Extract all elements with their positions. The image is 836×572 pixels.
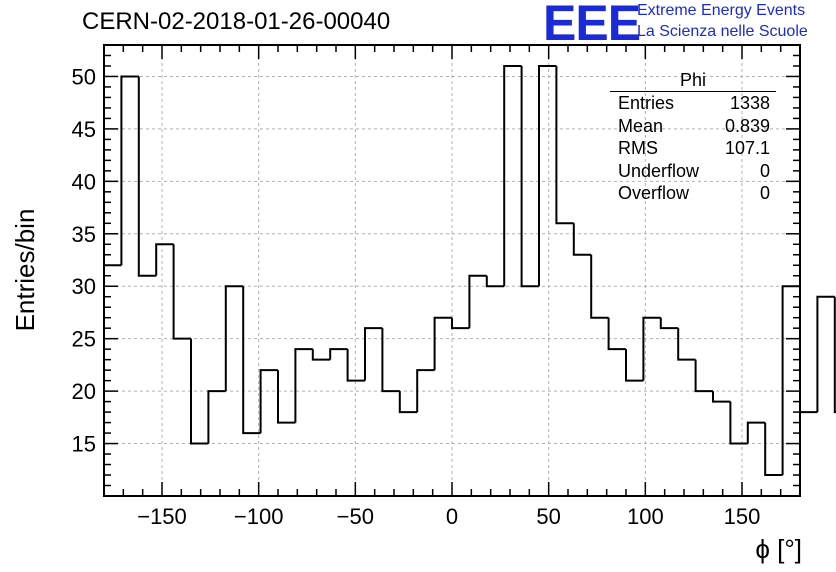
histogram-bin — [381, 328, 400, 393]
histogram-bin — [277, 370, 296, 424]
x-tick-label: 100 — [627, 504, 664, 529]
stats-label: Mean — [618, 115, 664, 136]
stats-value: 0.839 — [724, 115, 770, 136]
stats-row-entries: Entries 1338 — [610, 92, 776, 115]
y-tick-label: 25 — [72, 327, 96, 352]
y-axis-label: Entries/bin — [10, 208, 40, 332]
histogram-bin — [242, 286, 261, 435]
eee-logo-mark: EEE — [543, 0, 641, 51]
stats-row-underflow: Underflow 0 — [610, 160, 776, 183]
x-tick-label: −150 — [137, 504, 187, 529]
y-tick-label: 15 — [72, 432, 96, 457]
histogram-bin — [485, 275, 505, 288]
histogram-bin — [329, 348, 348, 360]
histogram-bin — [764, 422, 783, 477]
logo-line-2: La Scienza nelle Scuole — [637, 23, 808, 40]
y-tick-label: 20 — [72, 379, 96, 404]
x-tick-label: 150 — [724, 504, 761, 529]
plot-frame — [103, 44, 801, 497]
stats-label: Entries — [618, 93, 675, 113]
histogram-bin — [538, 64, 557, 287]
histogram-bin — [520, 65, 539, 288]
histogram-bin — [451, 317, 470, 330]
histogram-bin — [503, 64, 522, 287]
histogram-bin — [694, 359, 713, 393]
stats-row-rms: RMS 107.1 — [610, 137, 776, 160]
stats-value: 0 — [759, 183, 770, 203]
histogram-bin — [416, 369, 435, 413]
stats-title: Phi — [610, 70, 776, 92]
histogram-bin — [398, 391, 418, 414]
histogram-bin — [259, 369, 278, 434]
x-tick-label: 0 — [446, 504, 458, 529]
stats-value: 107.1 — [724, 138, 770, 158]
y-tick-label: 45 — [72, 117, 96, 142]
y-tick-label: 40 — [72, 169, 96, 194]
x-tick-label: −50 — [337, 504, 374, 529]
histogram-bin — [781, 285, 800, 476]
histogram-bin — [137, 76, 157, 277]
stats-label: RMS — [618, 138, 658, 158]
histogram-bin — [294, 348, 313, 423]
stats-value: 1338 — [729, 93, 770, 113]
logo-line-1: Extreme Energy Events — [637, 2, 806, 19]
histogram-bin — [746, 421, 766, 444]
histogram-bin — [346, 349, 365, 382]
histogram-bin — [468, 274, 487, 329]
stats-row-overflow: Overflow 0 — [610, 182, 776, 205]
histogram-bin — [712, 391, 731, 403]
histogram-bin — [625, 349, 644, 382]
histogram-bin — [729, 401, 748, 445]
stats-label: Underflow — [618, 160, 700, 181]
histogram-bin — [190, 338, 209, 445]
histogram-bin — [364, 327, 383, 381]
histogram-bin — [120, 75, 139, 266]
histogram-bin — [555, 65, 574, 225]
histogram-bin — [172, 244, 191, 340]
histogram-bin — [677, 328, 696, 361]
histogram-bins — [103, 64, 836, 496]
stats-value: 0 — [759, 160, 770, 181]
histogram-bin — [433, 316, 452, 371]
histogram-bin — [155, 243, 174, 276]
histogram-bin — [590, 254, 609, 319]
histogram-bin — [224, 285, 244, 392]
histogram-bin — [659, 317, 679, 330]
histogram-bin — [833, 296, 836, 414]
stats-label: Overflow — [618, 183, 690, 203]
histogram-bin — [816, 295, 835, 413]
y-tick-label: 30 — [72, 274, 96, 299]
stats-row-mean: Mean 0.839 — [610, 115, 776, 138]
histogram-bin — [207, 390, 226, 444]
x-tick-label: 50 — [536, 504, 560, 529]
chart-title: CERN-02-2018-01-26-00040 — [82, 8, 391, 35]
histogram-bin — [799, 286, 818, 414]
y-tick-label: 50 — [72, 64, 96, 89]
histogram-bin — [607, 317, 626, 351]
tick-labels: −150 −100 −50 0 50 100 150 15 20 25 30 35 40 45 50 — [72, 64, 761, 529]
y-tick-label: 35 — [72, 222, 96, 247]
histogram-bin — [572, 223, 592, 256]
stats-box: Phi Entries 1338 Mean 0.839 RMS 107.1 Un… — [610, 70, 776, 205]
histogram-bin — [642, 316, 661, 381]
x-tick-label: −100 — [234, 504, 284, 529]
histogram-bin — [311, 349, 331, 361]
x-axis-label: ϕ [°] — [755, 534, 802, 564]
